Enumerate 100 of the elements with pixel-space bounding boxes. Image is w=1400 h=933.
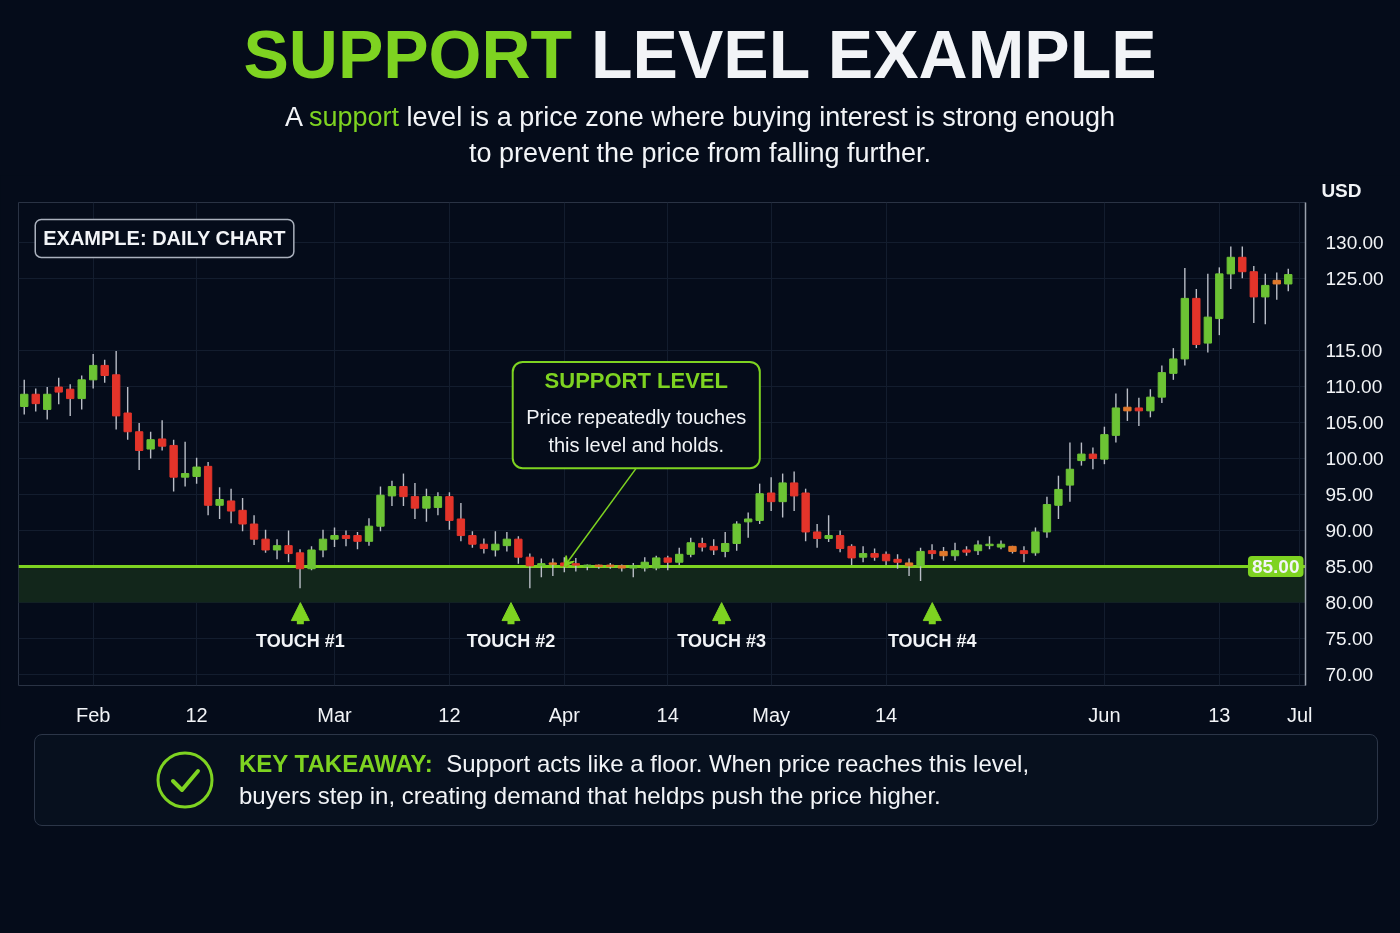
candlestick (479, 537, 489, 555)
x-tick-label: Jul (1286, 703, 1313, 726)
candlestick (1088, 446, 1098, 470)
candlestick (341, 529, 351, 548)
candlestick (66, 383, 75, 417)
candlestick (1031, 526, 1040, 557)
candlestick (1019, 545, 1029, 563)
candlestick (307, 545, 316, 571)
candlestick (571, 557, 580, 573)
candlestick (387, 480, 397, 507)
candlestick (778, 472, 787, 519)
annotation: Price repeatedly touches this level and holds. (526, 405, 747, 457)
candlestick (54, 376, 63, 406)
ref-line-label: 85.00 (1251, 556, 1300, 578)
x-tick-label: 14 (874, 703, 898, 726)
candlestick (445, 491, 454, 531)
annotation: SUPPORT LEVEL (544, 367, 728, 393)
x-tick-label: 13 (1208, 703, 1231, 726)
candlestick (904, 557, 914, 577)
candlestick (847, 543, 856, 566)
candlestick (1065, 441, 1075, 503)
candlestick (410, 482, 420, 520)
candlestick (456, 502, 466, 543)
candlestick (1238, 245, 1247, 279)
candlestick (215, 486, 224, 520)
candlestick (858, 545, 868, 563)
candlestick (364, 517, 374, 547)
candlestick (89, 353, 98, 390)
annotation: TOUCH #4 (887, 630, 977, 651)
y-axis-title: USD (1321, 179, 1362, 201)
candlestick (1077, 441, 1086, 467)
candlestick (272, 538, 282, 561)
candlestick (180, 441, 190, 488)
candlestick (1169, 347, 1178, 381)
y-tick-label: 115.00 (1325, 339, 1383, 361)
text: KEY TAKEAWAY: (239, 750, 433, 777)
candlestick (295, 548, 305, 589)
candlestick (766, 476, 776, 512)
candlestick (686, 537, 695, 558)
candlestick (100, 358, 109, 384)
x-tick-label: 12 (185, 703, 208, 726)
candlestick (192, 457, 201, 485)
candlestick (1123, 387, 1132, 422)
candlestick (1146, 388, 1155, 419)
candlestick (422, 488, 431, 523)
candlestick (1272, 271, 1281, 301)
candlestick (824, 514, 833, 543)
y-tick-label: 105.00 (1325, 411, 1384, 433)
candlestick (146, 431, 155, 460)
candlestick (950, 542, 960, 562)
candlestick (744, 511, 753, 539)
candlestick (238, 497, 247, 532)
candlestick (157, 419, 167, 452)
candlestick (1284, 268, 1293, 292)
candlestick (789, 470, 799, 512)
y-tick-label: 85.00 (1325, 556, 1374, 578)
y-tick-label: 95.00 (1325, 483, 1374, 505)
candlestick (318, 529, 328, 558)
candlestick (548, 557, 558, 577)
candlestick (916, 547, 925, 582)
candlestick (514, 535, 523, 565)
annotation: TOUCH #3 (677, 630, 766, 651)
y-tick-label: 75.00 (1325, 628, 1374, 650)
candlestick (433, 491, 443, 517)
chart-title: SUPPORT LEVEL EXAMPLE (243, 14, 1157, 94)
annotation: TOUCH #2 (466, 630, 556, 651)
candlestick (31, 387, 40, 413)
x-tick-label: May (752, 703, 791, 726)
y-tick-label: 100.00 (1325, 447, 1384, 469)
candlestick (249, 514, 259, 546)
x-tick-label: 12 (438, 703, 461, 726)
candlestick (1054, 475, 1063, 520)
y-tick-label: 70.00 (1325, 664, 1374, 686)
candlestick (812, 523, 822, 549)
candlestick (721, 531, 730, 558)
x-tick-label: Feb (75, 703, 111, 726)
chart-subtitle: A support level is a price zone where buying interest is strong enough to prevent the price from falling further. (285, 101, 1116, 170)
candlestick (226, 488, 236, 524)
y-tick-label: 130.00 (1325, 231, 1384, 253)
candlestick (399, 472, 408, 507)
candlestick (835, 529, 845, 553)
annotation: EXAMPLE: DAILY CHART (43, 227, 286, 250)
candlestick (43, 386, 52, 421)
candlestick (525, 552, 535, 589)
candlestick (927, 543, 937, 561)
y-tick-label: 125.00 (1325, 267, 1384, 289)
candlestick (1134, 397, 1144, 427)
candlestick (732, 520, 741, 552)
candlestick (261, 529, 270, 554)
y-tick-label: 110.00 (1325, 375, 1383, 397)
candlestick (134, 422, 144, 471)
y-tick-label: 90.00 (1325, 520, 1374, 542)
candlestick (123, 386, 132, 441)
candlestick (537, 557, 546, 579)
x-tick-label: Mar (317, 703, 353, 726)
x-tick-label: 14 (656, 703, 679, 726)
x-tick-label: Jun (1088, 703, 1121, 726)
annotation: TOUCH #1 (256, 630, 345, 651)
candlestick (502, 531, 512, 553)
candlestick (20, 379, 29, 416)
